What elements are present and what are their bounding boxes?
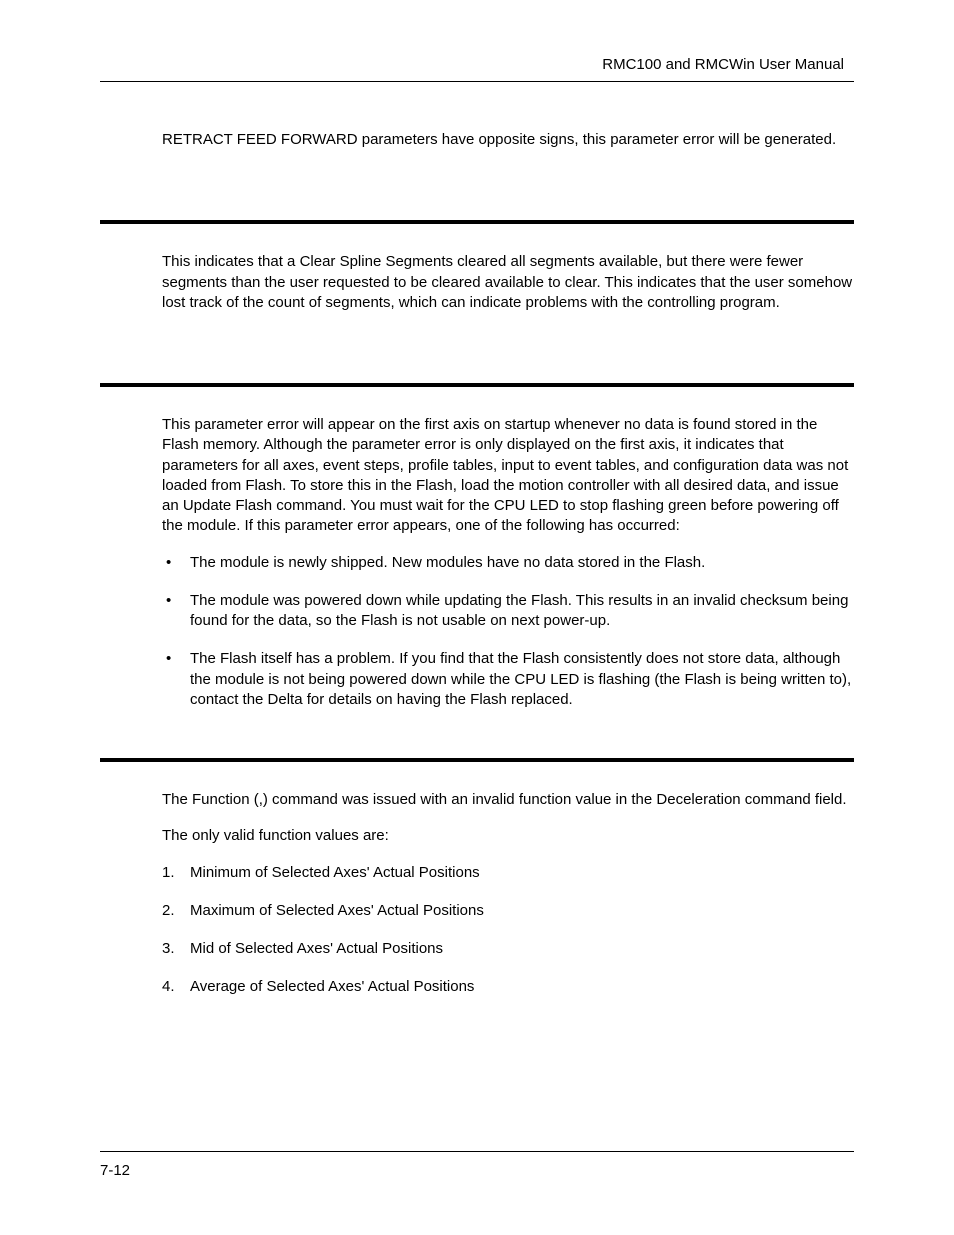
page-footer: 7-12 [100,1151,854,1179]
list-item-text: Maximum of Selected Axes' Actual Positio… [190,902,484,919]
bullet-item: The module is newly shipped. New modules… [162,553,854,573]
page-header: RMC100 and RMCWin User Manual [100,56,854,82]
list-number: 1. [162,863,175,883]
section-2: This indicates that a Clear Spline Segme… [100,252,854,313]
list-item: 1. Minimum of Selected Axes' Actual Posit… [162,863,854,883]
section-3-intro: This parameter error will appear on the … [100,415,854,537]
list-item: 2. Maximum of Selected Axes' Actual Posit… [162,901,854,921]
list-number: 3. [162,939,175,959]
list-number: 2. [162,901,175,921]
list-item-text: Minimum of Selected Axes' Actual Positio… [190,864,480,881]
section-4-intro: The Function (,) command was issued with… [100,790,854,847]
list-item: 4. Average of Selected Axes' Actual Posit… [162,977,854,997]
page-container: RMC100 and RMCWin User Manual RETRACT FE… [0,0,954,1235]
section-divider-1 [100,220,854,224]
section-3: This parameter error will appear on the … [100,415,854,710]
list-item: 3. Mid of Selected Axes' Actual Positions [162,939,854,959]
bullet-item: The module was powered down while updati… [162,591,854,632]
header-title: RMC100 and RMCWin User Manual [100,56,854,73]
bullet-item: The Flash itself has a problem. If you f… [162,649,854,710]
section-4: The Function (,) command was issued with… [100,790,854,998]
list-number: 4. [162,977,175,997]
section-1-paragraph: RETRACT FEED FORWARD parameters have opp… [162,130,854,150]
list-item-text: Mid of Selected Axes' Actual Positions [190,940,443,957]
section-3-bullet-list: The module is newly shipped. New modules… [100,553,854,711]
section-2-paragraph: This indicates that a Clear Spline Segme… [162,252,854,313]
section-3-paragraph: This parameter error will appear on the … [162,415,854,537]
section-4-paragraph-1: The Function (,) command was issued with… [162,790,854,810]
section-divider-2 [100,383,854,387]
page-number: 7-12 [100,1162,854,1179]
section-divider-3 [100,758,854,762]
section-4-numbered-list: 1. Minimum of Selected Axes' Actual Posit… [100,863,854,998]
section-4-paragraph-2: The only valid function values are: [162,826,854,846]
section-1: RETRACT FEED FORWARD parameters have opp… [100,130,854,150]
list-item-text: Average of Selected Axes' Actual Positio… [190,978,474,995]
